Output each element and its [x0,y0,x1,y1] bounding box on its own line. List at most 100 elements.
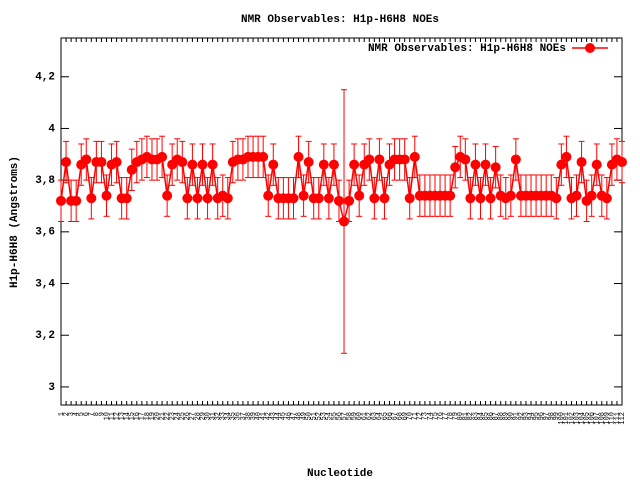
data-point [409,151,420,162]
data-point [591,159,602,170]
data-point [505,190,516,201]
x-tick-label: 39 [250,412,258,420]
x-tick-label: 76 [437,412,445,420]
data-point [349,159,360,170]
data-point [96,157,107,168]
x-tick-label: 84 [477,412,485,420]
x-tick-label: 92 [518,412,526,420]
x-tick-label: 13 [118,412,126,420]
x-tick-label: 26 [184,412,192,420]
x-tick-label: 58 [346,412,354,420]
x-tick-label: 48 [295,412,303,420]
x-tick-label: 29 [199,412,207,420]
data-point [101,190,112,201]
x-tick-label: 60 [356,412,364,420]
data-point [81,154,92,165]
data-point [162,190,173,201]
data-point [111,157,122,168]
x-tick-label: 112 [619,412,627,425]
x-tick-label: 52 [316,412,324,420]
data-point [182,193,193,204]
x-tick-label: 33 [220,412,228,420]
x-tick-label: 75 [432,412,440,420]
x-tick-label: 59 [351,412,359,420]
data-point [364,154,375,165]
x-tick-label: 42 [265,412,273,420]
x-tick-label: 56 [336,412,344,420]
x-tick-label: 27 [189,412,197,420]
data-point [490,162,501,173]
data-point [576,157,587,168]
x-tick-label: 87 [492,412,500,420]
data-point [293,151,304,162]
x-tick-label: 109 [604,412,612,425]
x-tick-label: 99 [553,412,561,420]
x-tick-label: 32 [215,412,223,420]
x-tick-label: 81 [462,412,470,420]
data-point [86,193,97,204]
data-point [303,157,314,168]
data-point [344,195,355,206]
data-point [586,190,597,201]
data-point [374,154,385,165]
data-point [450,162,461,173]
x-tick-label: 61 [361,412,369,420]
data-point [318,159,329,170]
x-tick-label: 5 [78,412,86,416]
x-tick-label: 21 [159,412,167,420]
x-tick-label: 44 [275,412,283,420]
data-point [339,216,350,227]
x-tick-label: 12 [113,412,121,420]
x-tick-label: 8 [93,412,101,416]
x-tick-label: 50 [305,412,313,420]
x-tick-label: 24 [174,412,182,420]
x-tick-label: 36 [235,412,243,420]
data-point [571,190,582,201]
legend-label: NMR Observables: H1p-H6H8 NOEs [368,43,566,55]
x-tick-label: 15 [129,412,137,420]
x-tick-label: 31 [209,412,217,420]
x-tick-label: 37 [240,412,248,420]
x-tick-label: 90 [508,412,516,420]
x-tick-label: 110 [609,412,617,425]
x-tick-label: 104 [578,412,586,425]
y-tick-label: 3,2 [35,330,55,342]
x-tick-label: 102 [568,412,576,425]
y-axis-label: H1p-H6H8 (Angstroms) [9,156,21,288]
x-tick-label: 25 [179,412,187,420]
data-point [480,159,491,170]
x-tick-label: 78 [447,412,455,420]
y-tick-label: 3,8 [35,175,55,187]
x-tick-label: 79 [452,412,460,420]
x-tick-label: 30 [204,412,212,420]
data-point [354,190,365,201]
x-tick-label: 10 [103,412,111,420]
data-point [298,190,309,201]
x-tick-label: 83 [472,412,480,420]
data-point [323,193,334,204]
x-tick-label: 49 [300,412,308,420]
data-point [222,193,233,204]
x-tick-label: 57 [341,412,349,420]
x-tick-label: 93 [523,412,531,420]
legend-marker [585,43,595,53]
x-tick-label: 100 [558,412,566,425]
x-tick-label: 77 [442,412,450,420]
data-point [197,159,208,170]
x-tick-label: 73 [422,412,430,420]
x-tick-label: 80 [457,412,465,420]
x-tick-label: 94 [528,412,536,420]
data-point [71,195,82,206]
data-point [207,159,218,170]
x-tick-label: 4 [73,412,81,416]
x-tick-label: 47 [290,412,298,420]
data-point [126,164,137,175]
y-tick-label: 4,2 [35,72,55,84]
data-point [263,190,274,201]
chart-title: NMR Observables: H1p-H6H8 NOEs [241,14,439,26]
data-point [121,193,132,204]
x-tick-label: 1 [58,412,66,416]
x-tick-label: 14 [124,412,132,420]
